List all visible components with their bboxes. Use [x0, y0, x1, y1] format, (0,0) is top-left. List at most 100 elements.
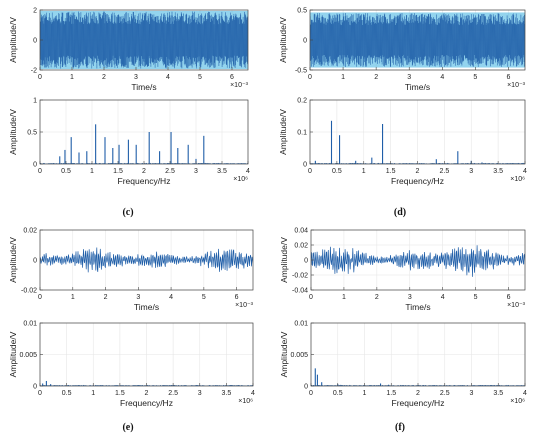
- d_spec-xtick-label-2: 1: [362, 168, 366, 175]
- panel-label-e: (e): [122, 422, 133, 433]
- d_time-xtick-label-0: 0: [308, 74, 312, 81]
- f_time-data: [311, 245, 525, 277]
- f_time-ytick-label-2: 0: [304, 258, 308, 265]
- d_spec-plot: 0 0.5 1 1.5 2 2.5 3 3.5 4 0 0.1 0.2 ×10⁶ Frequency/Hz…: [278, 98, 527, 187]
- d_time-ytick-label-1: 0: [303, 38, 307, 45]
- d_time-xtick-label-4: 4: [440, 74, 444, 81]
- f_time-signal-line: [311, 245, 525, 277]
- f_time-ytick-label-4: 0.04: [294, 228, 308, 235]
- f_spec-xtick-label-7: 3.5: [493, 390, 503, 397]
- e_time-xtick-label-6: 6: [235, 294, 239, 301]
- d_spec-ytick-label-0: 0: [303, 162, 307, 169]
- f_time-xtick-label-6: 6: [507, 294, 511, 301]
- e_spec-ytick-label-2: 0.01: [23, 321, 37, 328]
- f_spec-ytick-label-1: 0.005: [290, 352, 308, 359]
- c_time-xtick-label-0: 0: [38, 74, 42, 81]
- e_time-ylabel: Amplitude/V: [8, 237, 18, 283]
- c_time-data: [40, 10, 248, 70]
- c_spec-ytick-label-1: 0.5: [27, 130, 37, 137]
- c_time-x-exponent: ×10⁻³: [230, 82, 249, 89]
- f_time-xtick-label-3: 3: [408, 294, 412, 301]
- e_time-xlabel: Time/s: [134, 302, 159, 312]
- d_time-ylabel: Amplitude/V: [278, 17, 288, 63]
- f_time-xlabel: Time/s: [405, 302, 430, 312]
- c_spec-x-exponent: ×10⁶: [233, 176, 248, 183]
- e_time-xtick-label-4: 4: [169, 294, 173, 301]
- c_spec-xtick-label-2: 1: [90, 168, 94, 175]
- f_time-xtick-label-0: 0: [309, 294, 313, 301]
- d_time-xtick-label-6: 6: [507, 74, 511, 81]
- d_spec-ytick-label-1: 0.1: [297, 130, 307, 137]
- e_spec-ylabel: Amplitude/V: [8, 331, 18, 377]
- e_time-ytick-label-2: 0.02: [23, 228, 37, 235]
- c_spec-xtick-label-8: 4: [246, 168, 250, 175]
- d_spec-ytick-label-2: 0.2: [297, 98, 307, 105]
- d_time-xtick-label-1: 1: [341, 74, 345, 81]
- c_spec-xtick-label-1: 0.5: [61, 168, 71, 175]
- e_spec-xtick-label-2: 1: [91, 390, 95, 397]
- e_spec-plot: 0 0.5 1 1.5 2 2.5 3 3.5 4 0 0.005 0.01 ×10⁶ Frequency…: [8, 321, 255, 409]
- panel-label-c: (c): [122, 207, 133, 218]
- f_spec-xtick-label-8: 4: [523, 390, 527, 397]
- f_spec-ylabel: Amplitude/V: [279, 331, 289, 377]
- f_spec-plot: 0 0.5 1 1.5 2 2.5 3 3.5 4 0 0.005 0.01 ×10⁶ Frequency…: [279, 321, 527, 409]
- e_time-x-exponent: ×10⁻³: [235, 302, 254, 309]
- c_time-signal-line: [40, 11, 248, 69]
- c_spec-plot: 0 0.5 1 1.5 2 2.5 3 3.5 4 0 0.5 1 ×10⁶ Frequency/Hz Am…: [8, 98, 250, 187]
- e_time-xtick-label-0: 0: [38, 294, 42, 301]
- d_spec-xtick-label-1: 0.5: [332, 168, 342, 175]
- e_time-xtick-label-5: 5: [202, 294, 206, 301]
- e_spec-xtick-label-7: 3.5: [222, 390, 232, 397]
- f_time-ylabel: Amplitude/V: [279, 237, 289, 283]
- c_spec-xtick-label-6: 3: [194, 168, 198, 175]
- d_spec-ylabel: Amplitude/V: [278, 109, 288, 155]
- c_spec-xtick-label-3: 1.5: [113, 168, 123, 175]
- f_spec-ytick-label-2: 0.01: [294, 321, 308, 328]
- panel-label-d: (d): [394, 207, 406, 218]
- c_time-xtick-label-4: 4: [166, 74, 170, 81]
- d_spec-xtick-label-3: 1.5: [386, 168, 396, 175]
- e_spec-ytick-label-1: 0.005: [19, 352, 37, 359]
- c_spec-xtick-label-7: 3.5: [217, 168, 227, 175]
- f_time-x-exponent: ×10⁻³: [507, 302, 526, 309]
- f_time-xtick-label-1: 1: [342, 294, 346, 301]
- f_time-ytick-label-1: -0.02: [292, 273, 308, 280]
- f_spec-xtick-label-6: 3: [470, 390, 474, 397]
- c_time-ytick-label-0: -2: [31, 68, 37, 75]
- d_time-xtick-label-3: 3: [407, 74, 411, 81]
- panel-label-f: (f): [395, 422, 405, 433]
- e_spec-ytick-label-0: 0: [33, 384, 37, 391]
- d_time-ytick-label-0: -0.5: [295, 68, 307, 75]
- d_time-xtick-label-2: 2: [374, 74, 378, 81]
- f_spec-ytick-label-0: 0: [304, 384, 308, 391]
- f_spec-xtick-label-4: 2: [416, 390, 420, 397]
- c_time-xtick-label-1: 1: [70, 74, 74, 81]
- f_spec-xtick-label-5: 2.5: [440, 390, 450, 397]
- f_spec-xtick-label-1: 0.5: [333, 390, 343, 397]
- e_time-xtick-label-1: 1: [71, 294, 75, 301]
- d_spec-xtick-label-4: 2: [416, 168, 420, 175]
- f_spec-x-exponent: ×10⁶: [510, 398, 525, 405]
- e_spec-xtick-label-0: 0: [38, 390, 42, 397]
- d_spec-xtick-label-0: 0: [308, 168, 312, 175]
- d_time-data: [310, 12, 525, 68]
- e_spec-x-exponent: ×10⁶: [238, 398, 253, 405]
- d_spec-xtick-label-6: 3: [469, 168, 473, 175]
- c_time-xtick-label-5: 5: [198, 74, 202, 81]
- f_time-ytick-label-0: -0.04: [292, 288, 308, 295]
- c_spec-ytick-label-0: 0: [33, 162, 37, 169]
- d_time-xlabel: Time/s: [405, 82, 430, 92]
- f_spec-xtick-label-3: 1.5: [386, 390, 396, 397]
- f_spec-xtick-label-0: 0: [309, 390, 313, 397]
- e_spec-xtick-label-3: 1.5: [115, 390, 125, 397]
- e_time-signal-line: [40, 247, 253, 273]
- c_time-xtick-label-6: 6: [230, 74, 234, 81]
- d_time-signal-line: [310, 13, 525, 68]
- e_spec-xtick-label-4: 2: [145, 390, 149, 397]
- c_time-xlabel: Time/s: [131, 82, 156, 92]
- f_time-ytick-label-3: 0.02: [294, 243, 308, 250]
- e_time-xtick-label-2: 2: [104, 294, 108, 301]
